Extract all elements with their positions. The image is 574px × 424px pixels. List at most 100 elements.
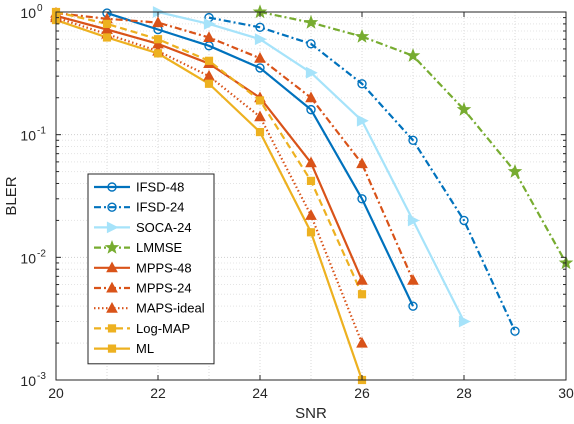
point-mpps-48 (305, 156, 317, 168)
y-tick-label: 10 0 (20, 3, 43, 21)
point-ml (204, 79, 214, 88)
x-tick-label: 28 (456, 385, 472, 401)
series-markers (50, 4, 574, 385)
legend-marker-mpps-24 (106, 281, 118, 293)
point-mpps-24 (305, 91, 317, 103)
point-ml (102, 33, 112, 42)
legend-marker-lmmse (104, 239, 120, 254)
point-soca-24 (458, 315, 471, 328)
x-tick-label: 26 (354, 385, 370, 401)
legend: IFSD-48 IFSD-24 SOCA-24 LMMSE MPPS-48 MPPS-24… (87, 173, 215, 365)
point-ifsd-48 (255, 63, 265, 73)
legend-marker-ifsd-24 (107, 202, 117, 212)
point-maps-ideal (305, 209, 317, 220)
y-tick-base: 10 (20, 373, 36, 389)
legend-entry-lmmse: LMMSE (94, 239, 183, 255)
point-ifsd-48 (408, 301, 418, 311)
point-lmmse (354, 28, 370, 43)
legend-marker-maps-ideal (106, 301, 118, 313)
legend-marker-ml (107, 344, 117, 353)
legend-entry-ml: ML (94, 341, 154, 356)
y-tick-label: 10 -1 (20, 126, 46, 144)
point-soca-24 (305, 66, 318, 79)
point-lmmse (303, 14, 319, 29)
point-maps-ideal (254, 110, 266, 122)
y-tick-exponent: -3 (37, 371, 46, 382)
legend-entry-log-map: Log-MAP (94, 321, 190, 336)
point-maps-ideal (356, 336, 368, 348)
x-tick-label: 20 (48, 385, 64, 401)
y-tick-base: 10 (20, 5, 36, 21)
y-tick-exponent: 0 (37, 3, 43, 14)
point-mpps-24 (407, 274, 419, 285)
legend-label-ifsd-48: IFSD-48 (136, 180, 184, 195)
legend-entry-mpps-24: MPPS-24 (94, 281, 192, 296)
legend-marker-ifsd-48 (107, 182, 117, 192)
point-soca-24 (203, 17, 216, 30)
point-soca-24 (356, 114, 369, 127)
point-ml (255, 127, 265, 137)
point-ifsd-24 (306, 39, 316, 49)
point-ifsd-24 (510, 326, 520, 336)
point-ifsd-48 (306, 104, 316, 115)
legend-label-ml: ML (136, 341, 154, 356)
legend-entry-mpps-48: MPPS-48 (94, 260, 192, 275)
y-tick-exponent: -1 (37, 126, 46, 137)
x-tick-labels: 20 22 24 26 28 30 (48, 385, 574, 401)
point-ifsd-24 (255, 22, 265, 33)
point-ml (306, 228, 316, 237)
point-lmmse (456, 101, 472, 116)
point-log-map (306, 176, 316, 185)
y-tick-exponent: -2 (37, 248, 46, 259)
legend-label-mpps-24: MPPS-24 (136, 281, 192, 296)
legend-label-mpps-48: MPPS-48 (136, 260, 192, 275)
legend-label-lmmse: LMMSE (136, 240, 183, 255)
x-tick-label: 24 (252, 385, 268, 401)
y-tick-label: 10 -2 (20, 248, 46, 266)
legend-label-soca-24: SOCA-24 (136, 220, 192, 235)
point-mpps-24 (356, 157, 368, 169)
legend-marker-soca-24 (106, 221, 119, 234)
legend-entry-maps-ideal: MAPS-ideal (94, 301, 205, 316)
point-log-map (255, 96, 265, 105)
point-log-map (357, 290, 367, 299)
legend-entry-ifsd-48: IFSD-48 (94, 180, 184, 195)
point-log-map (204, 56, 214, 65)
legend-marker-log-map (107, 324, 117, 333)
point-ifsd-24 (408, 135, 418, 145)
legend-label-maps-ideal: MAPS-ideal (136, 301, 205, 316)
y-tick-base: 10 (20, 250, 36, 266)
series-line-mpps-24 (55, 11, 415, 281)
point-mpps-24 (203, 31, 215, 42)
legend-label-ifsd-24: IFSD-24 (136, 200, 184, 215)
point-soca-24 (254, 33, 267, 46)
point-ifsd-48 (357, 194, 367, 204)
plot-frame (55, 11, 567, 381)
x-tick-label: 22 (150, 385, 166, 401)
point-log-map (153, 35, 163, 44)
x-tick-label: 30 (558, 385, 574, 401)
point-mpps-48 (356, 274, 368, 285)
y-tick-base: 10 (20, 128, 36, 144)
point-lmmse (405, 48, 421, 62)
point-mpps-24 (152, 16, 164, 28)
axis-ticks (55, 11, 567, 381)
x-axis-label: SNR (295, 405, 327, 422)
series-line-ifsd-24 (208, 16, 516, 332)
point-soca-24 (407, 214, 420, 227)
point-mpps-24 (254, 51, 266, 63)
y-tick-label: 10 -3 (20, 371, 46, 389)
point-log-map (102, 19, 112, 28)
y-axis-label: BLER (3, 176, 20, 215)
point-ml (153, 49, 163, 58)
point-lmmse (507, 163, 523, 178)
series-line-ifsd-48 (106, 12, 414, 307)
point-ifsd-24 (357, 79, 367, 89)
legend-label-log-map: Log-MAP (136, 321, 190, 336)
point-ifsd-24 (459, 215, 469, 226)
legend-entry-ifsd-24: IFSD-24 (94, 200, 184, 215)
legend-marker-mpps-48 (106, 261, 118, 273)
legend-entry-soca-24: SOCA-24 (94, 220, 192, 235)
